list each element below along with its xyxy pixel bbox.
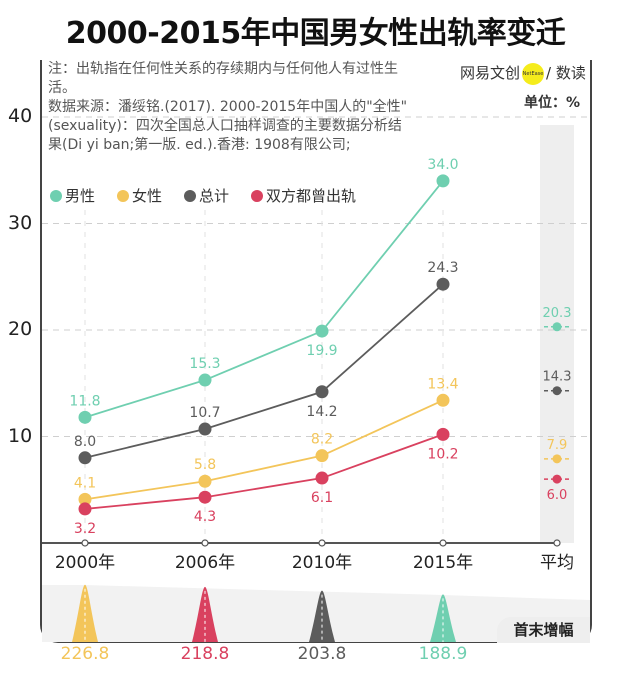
brand-left: 网易文创	[460, 64, 521, 82]
legend-swatch-icon	[117, 189, 130, 202]
x-axis-tick-marker	[439, 539, 447, 547]
legend-swatch-icon	[50, 189, 62, 202]
legend-item: 女性	[117, 185, 162, 206]
data-point	[198, 474, 212, 488]
y-tick-label: 20	[8, 318, 33, 340]
x-axis-tick-marker	[553, 539, 561, 547]
data-point	[436, 277, 450, 291]
growth-value-label: 203.8	[297, 644, 347, 664]
data-point	[198, 373, 212, 387]
chart-note: 注：出轨指在任何性关系的存续期内与任何他人有过性生活。 数据来源：潘绥铭.(20…	[48, 60, 408, 155]
data-point	[315, 471, 329, 485]
data-point	[198, 422, 212, 436]
series-line-总计	[84, 283, 444, 459]
average-point	[552, 386, 562, 396]
legend-label: 男性	[65, 187, 96, 205]
data-label: 6.1	[311, 490, 333, 506]
data-label: 14.2	[306, 404, 337, 420]
x-axis-tick-marker	[81, 539, 89, 547]
data-label: 24.3	[427, 260, 458, 276]
note-definition: 注：出轨指在任何性关系的存续期内与任何他人有过性生活。	[48, 61, 398, 96]
y-tick-label: 10	[8, 424, 33, 447]
brand-logo: 网易文创 NetEase / 数读	[460, 62, 586, 85]
unit-label: 单位：%	[524, 95, 581, 111]
note-source: 数据来源：潘绥铭.(2017). 2000-2015年中国人的"全性" (sex…	[48, 99, 408, 153]
data-label: 4.1	[74, 475, 96, 491]
data-point	[315, 385, 329, 399]
growth-peak	[192, 586, 218, 642]
legend-item: 双方都曾出轨	[251, 185, 356, 206]
data-point	[198, 490, 212, 504]
x-axis-tick-marker	[318, 539, 326, 547]
brand-right: / 数读	[546, 64, 586, 82]
data-label: 15.3	[189, 356, 220, 372]
x-tick-label: 平均	[540, 553, 574, 573]
series-line-双方都曾出轨	[84, 433, 444, 510]
y-tick-label: 40	[8, 105, 33, 127]
data-point	[315, 449, 329, 463]
growth-value-label: 218.8	[180, 644, 230, 664]
data-label: 19.9	[306, 343, 337, 359]
data-label: 10.2	[427, 446, 458, 462]
series-line-男性	[84, 180, 444, 419]
data-label: 4.3	[194, 509, 216, 525]
legend-swatch-icon	[251, 189, 264, 202]
data-label: 10.7	[189, 405, 220, 421]
average-label: 6.0	[547, 488, 568, 503]
data-point	[78, 451, 92, 465]
legend-item: 男性	[50, 185, 95, 206]
legend-swatch-icon	[184, 189, 197, 202]
average-point	[552, 454, 562, 464]
y-tick-label: 30	[8, 211, 33, 234]
data-label: 34.0	[427, 157, 458, 173]
x-axis-tick-marker	[201, 539, 209, 547]
x-tick-label: 2000年	[54, 553, 116, 573]
data-label: 11.8	[69, 393, 100, 409]
data-point	[78, 410, 92, 424]
average-column	[540, 125, 574, 543]
data-label: 13.4	[427, 376, 458, 392]
x-tick-label: 2010年	[291, 553, 353, 573]
growth-value-label: 226.8	[60, 644, 110, 664]
data-label: 3.2	[74, 521, 96, 537]
data-point	[436, 393, 450, 407]
average-label: 14.3	[543, 370, 572, 385]
legend-item: 总计	[184, 185, 229, 206]
data-label: 5.8	[194, 457, 216, 473]
x-tick-label: 2006年	[174, 553, 236, 573]
growth-peak	[309, 590, 335, 642]
data-point	[78, 492, 92, 506]
data-point	[436, 427, 450, 441]
legend-label: 女性	[132, 187, 163, 205]
x-tick-label: 2015年	[412, 553, 474, 573]
average-point	[552, 322, 562, 332]
series-line-女性	[84, 399, 444, 501]
data-point	[315, 324, 329, 338]
average-label: 20.3	[543, 306, 572, 321]
data-label: 8.2	[311, 432, 333, 448]
data-point	[436, 174, 450, 188]
chart-title: 2000-2015年中国男女性出轨率变迁	[65, 16, 566, 51]
average-point	[552, 474, 562, 484]
growth-value-label: 188.9	[418, 644, 468, 664]
growth-tag: 首末增幅	[497, 617, 590, 643]
brand-badge-icon: NetEase	[522, 62, 545, 85]
average-label: 7.9	[547, 438, 568, 453]
legend-label: 总计	[199, 187, 230, 205]
legend: 男性 女性 总计 双方都曾出轨	[50, 185, 356, 206]
data-label: 8.0	[74, 434, 96, 450]
data-point	[78, 502, 92, 516]
legend-label: 双方都曾出轨	[266, 187, 357, 205]
